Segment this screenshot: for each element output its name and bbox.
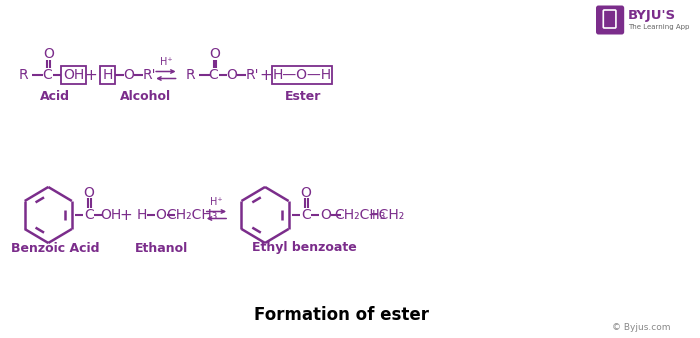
Text: H: H [136, 208, 147, 222]
Text: C: C [209, 68, 218, 82]
Text: +: + [85, 68, 97, 82]
Text: O: O [123, 68, 134, 82]
Text: R: R [18, 68, 28, 82]
Bar [100, 66, 116, 84]
Text: C: C [43, 68, 52, 82]
Text: H: H [102, 68, 113, 82]
Text: H⁺: H⁺ [160, 57, 172, 67]
Text: Ethanol: Ethanol [134, 241, 188, 255]
Text: +: + [120, 208, 132, 222]
Text: The Learning App: The Learning App [628, 24, 689, 30]
Text: H⁺: H⁺ [210, 197, 223, 207]
Text: R': R' [246, 68, 259, 82]
Text: Alcohol: Alcohol [120, 91, 171, 103]
Text: O: O [320, 208, 330, 222]
Text: CH₂CH₃: CH₂CH₃ [167, 208, 218, 222]
Text: C: C [301, 208, 311, 222]
Text: BYJU'S: BYJU'S [628, 9, 676, 23]
FancyBboxPatch shape [596, 5, 624, 34]
Text: +: + [260, 68, 272, 82]
Bar [61, 66, 86, 84]
Text: Benzoic Acid: Benzoic Acid [10, 241, 99, 255]
Text: CH₂CH₃: CH₂CH₃ [335, 208, 386, 222]
Bar [272, 66, 332, 84]
Text: OH: OH [63, 68, 84, 82]
Text: C: C [84, 208, 94, 222]
Text: © Byjus.com: © Byjus.com [612, 323, 671, 333]
Text: O: O [84, 186, 95, 200]
Text: +CH₂: +CH₂ [368, 208, 405, 222]
Text: OH: OH [100, 208, 121, 222]
Text: O: O [155, 208, 167, 222]
Text: O: O [300, 186, 312, 200]
Text: O: O [227, 68, 237, 82]
Text: H—O—H: H—O—H [272, 68, 332, 82]
Text: Ester: Ester [285, 91, 321, 103]
Text: O: O [43, 47, 54, 61]
Text: O: O [209, 47, 220, 61]
Text: Acid: Acid [40, 91, 70, 103]
Text: Ethyl benzoate: Ethyl benzoate [251, 241, 356, 255]
Text: R: R [186, 68, 195, 82]
Text: R': R' [143, 68, 156, 82]
Text: Formation of ester: Formation of ester [254, 306, 429, 324]
